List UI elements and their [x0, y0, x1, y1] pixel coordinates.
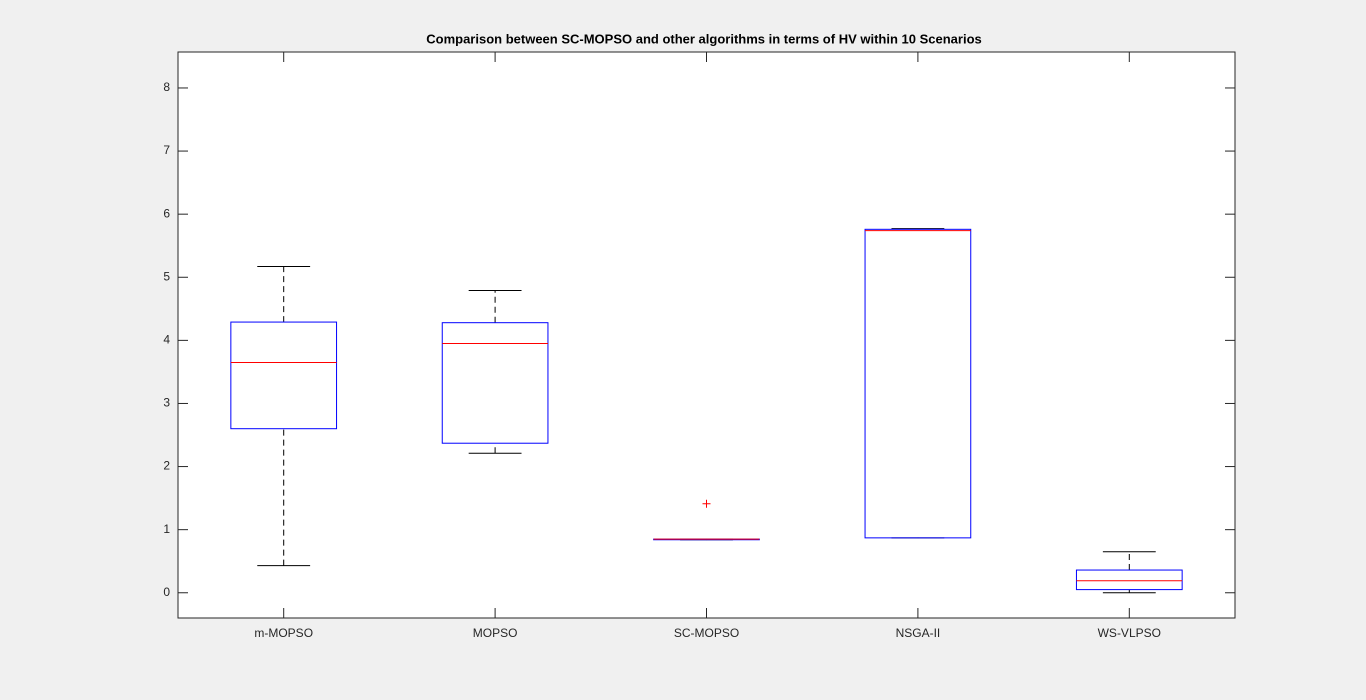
x-tick-label: NSGA-II	[896, 626, 941, 640]
x-tick-label: WS-VLPSO	[1098, 626, 1161, 640]
y-tick-label: 3	[163, 396, 170, 410]
y-tick-label: 5	[163, 269, 170, 283]
x-tick-label: m-MOPSO	[254, 626, 313, 640]
y-tick-label: 6	[163, 206, 170, 220]
y-tick-label: 4	[163, 333, 170, 347]
y-tick-label: 1	[163, 522, 170, 536]
y-tick-label: 7	[163, 143, 170, 157]
x-tick-label: SC-MOPSO	[674, 626, 739, 640]
box	[1075, 569, 1183, 591]
box	[230, 321, 338, 430]
y-tick-label: 2	[163, 459, 170, 473]
x-tick-label: MOPSO	[473, 626, 518, 640]
plot-area	[177, 51, 1236, 619]
y-tick-label: 0	[163, 585, 170, 599]
box	[864, 228, 972, 539]
y-tick-label: 8	[163, 80, 170, 94]
outlier	[702, 499, 711, 508]
box	[441, 322, 549, 444]
chart-title: Comparison between SC-MOPSO and other al…	[426, 31, 981, 46]
